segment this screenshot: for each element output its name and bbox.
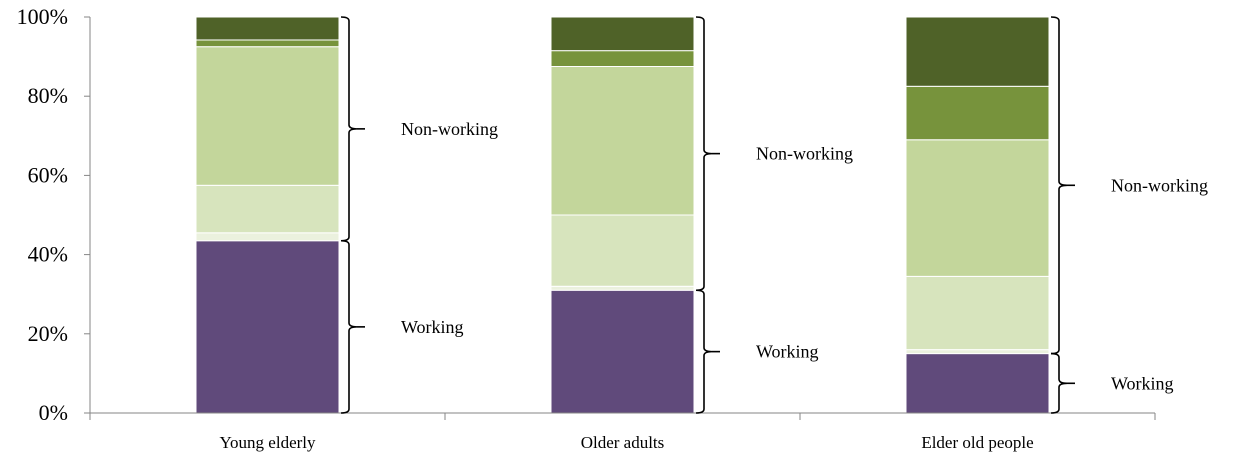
category-label: Elder old people — [921, 433, 1033, 452]
bar-segment — [905, 85, 1050, 141]
bar-segment — [195, 39, 340, 48]
group-brace — [340, 16, 358, 242]
bar-segment — [905, 16, 1050, 87]
group-brace — [1050, 352, 1068, 414]
bar-segment — [905, 349, 1050, 355]
bar-segment — [195, 240, 340, 414]
bars-layer — [195, 16, 1050, 414]
bar-segment — [195, 232, 340, 242]
y-tick-label: 40% — [28, 242, 68, 267]
group-label: Working — [401, 317, 464, 337]
group-brace — [695, 16, 713, 292]
bar-segment — [905, 139, 1050, 277]
y-tick-label: 100% — [17, 4, 68, 29]
bar-segment — [905, 353, 1050, 414]
group-label: Non-working — [1111, 175, 1208, 195]
y-tick-label: 80% — [28, 83, 68, 108]
bar-segment — [550, 214, 695, 287]
category-label: Older adults — [581, 433, 665, 452]
bar-segment — [550, 16, 695, 52]
bar-segment — [550, 289, 695, 414]
group-brace — [1050, 16, 1068, 355]
y-tick-label: 20% — [28, 321, 68, 346]
axes-layer: 0% 20% 40% 60% 80% 100% Young elderly Older adu… — [17, 4, 1156, 452]
group-brace — [340, 239, 358, 414]
bar-segment — [195, 16, 340, 41]
group-label: Working — [756, 342, 819, 362]
bar-segment — [195, 46, 340, 186]
bar-segment — [550, 66, 695, 216]
group-brace — [695, 289, 713, 414]
y-tick-label: 60% — [28, 162, 68, 187]
bar-segment — [550, 285, 695, 291]
category-label: Young elderly — [219, 433, 316, 452]
y-tick-label: 0% — [39, 400, 68, 425]
braces-layer: Working Non-working Working Non-working Work… — [340, 16, 1208, 414]
bar-segment — [905, 275, 1050, 351]
bar-segment — [195, 184, 340, 234]
group-label: Working — [1111, 373, 1174, 393]
group-label: Non-working — [401, 119, 498, 139]
group-label: Non-working — [756, 144, 853, 164]
bar-segment — [550, 50, 695, 67]
